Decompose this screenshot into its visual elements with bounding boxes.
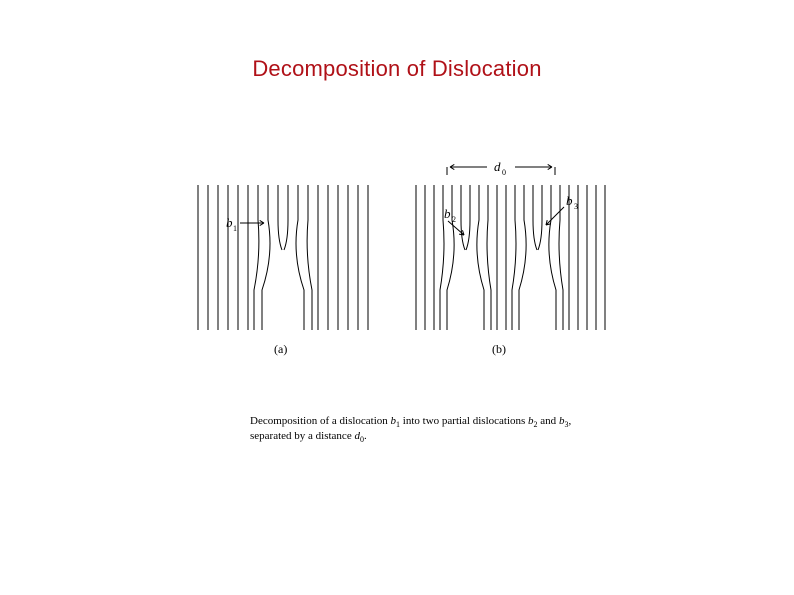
caption-text-3: and: [538, 415, 559, 427]
dislocation-figure: (a)b1(b)d0b2b3: [192, 155, 612, 375]
figure-caption: Decomposition of a dislocation b1 into t…: [250, 415, 580, 445]
caption-text-2: into two partial dislocations: [400, 415, 528, 427]
svg-text:b: b: [226, 215, 233, 230]
caption-text-5: .: [364, 430, 367, 442]
svg-text:1: 1: [233, 224, 237, 233]
svg-text:0: 0: [502, 168, 506, 177]
svg-text:(a): (a): [274, 342, 287, 356]
svg-text:2: 2: [452, 215, 456, 224]
svg-text:(b): (b): [492, 342, 506, 356]
page-title: Decomposition of Dislocation: [0, 56, 794, 82]
svg-text:b: b: [566, 193, 573, 208]
svg-text:d: d: [494, 159, 501, 174]
svg-text:3: 3: [574, 202, 578, 211]
caption-text-1: Decomposition of a dislocation: [250, 415, 391, 427]
svg-text:b: b: [444, 206, 451, 221]
